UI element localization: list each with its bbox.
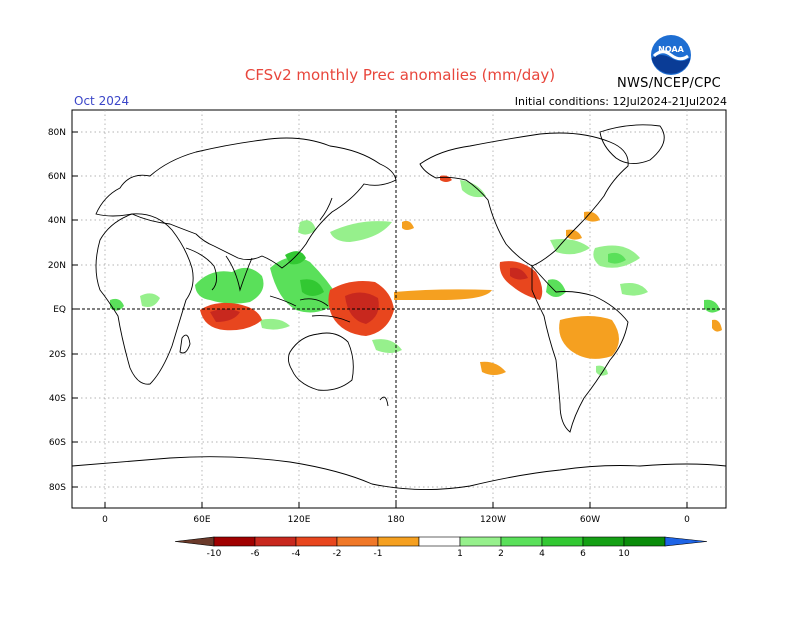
lon-tick-label: 180: [387, 515, 404, 525]
lat-tick-label: 60S: [49, 438, 66, 448]
colorbar-low-arrow: [174, 536, 215, 547]
agency-label: NWS/NCEP/CPC: [617, 76, 722, 91]
lon-ticks: 0 60E 120E 180 120W 60W 0: [102, 515, 690, 525]
lat-tick-label: 40S: [49, 394, 66, 404]
lon-tick-label: 0: [684, 515, 690, 525]
colorbar: -10 -6 -4 -2 -1 1 2 4 6 10: [174, 536, 708, 559]
lon-tick-label: 60W: [580, 515, 600, 525]
colorbar-label: 6: [580, 549, 586, 559]
colorbar-swatch: [377, 536, 420, 547]
lat-tick-label: 60N: [48, 172, 66, 182]
colorbar-swatch: [295, 536, 338, 547]
lat-tick-label: 80N: [48, 128, 66, 138]
initial-conditions: Initial conditions: 12Jul2024-21Jul2024: [514, 95, 727, 108]
lat-tick-label: 80S: [49, 483, 66, 493]
lat-tick-label: 20S: [49, 350, 66, 360]
lon-tick-label: 120W: [480, 515, 506, 525]
lat-ticks: 80N 60N 40N 20N EQ 20S 40S 60S 80S: [48, 128, 66, 493]
colorbar-label: 10: [618, 549, 630, 559]
colorbar-swatch: [500, 536, 543, 547]
colorbar-swatch: [623, 536, 666, 547]
colorbar-swatch: [336, 536, 379, 547]
colorbar-swatch: [213, 536, 256, 547]
colorbar-swatch: [254, 536, 297, 547]
lat-tick-label: 20N: [48, 261, 66, 271]
lon-tick-marks: [104, 502, 688, 508]
lat-tick-label: 40N: [48, 216, 66, 226]
coastlines: [71, 124, 727, 490]
wet-anomalies: [110, 180, 720, 376]
colorbar-label: -2: [333, 549, 342, 559]
colorbar-label: 4: [539, 549, 545, 559]
lon-tick-label: 0: [102, 515, 108, 525]
lon-tick-label: 120E: [288, 515, 311, 525]
map-title: CFSv2 monthly Prec anomalies (mm/day): [244, 66, 556, 84]
colorbar-label: -4: [292, 549, 301, 559]
colorbar-label: 1: [457, 549, 463, 559]
colorbar-swatch: [459, 536, 502, 547]
forecast-period: Oct 2024: [74, 94, 130, 108]
colorbar-high-arrow: [664, 536, 708, 547]
lat-tick-marks: [72, 131, 78, 488]
lon-tick-label: 60E: [193, 515, 210, 525]
colorbar-swatch: [541, 536, 584, 547]
colorbar-label: -10: [207, 549, 222, 559]
colorbar-label: -6: [251, 549, 260, 559]
noaa-logo: NOAA: [651, 35, 691, 75]
colorbar-swatch: [418, 536, 461, 547]
noaa-logo-text: NOAA: [658, 45, 684, 54]
colorbar-label: 2: [498, 549, 504, 559]
colorbar-label: -1: [374, 549, 383, 559]
lat-tick-label: EQ: [53, 305, 66, 315]
colorbar-swatch: [582, 536, 625, 547]
